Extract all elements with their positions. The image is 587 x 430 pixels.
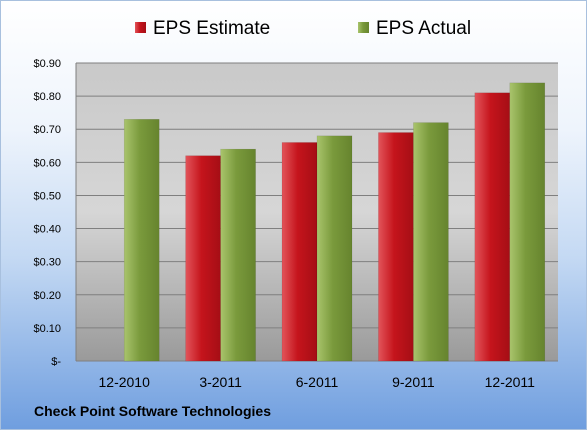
- x-tick-label: 12-2010: [99, 374, 151, 390]
- legend-label: EPS Estimate: [153, 18, 270, 39]
- y-tick-label: $-: [51, 356, 61, 368]
- bar-eps-estimate: [281, 142, 318, 362]
- x-tick-label: 12-2011: [485, 374, 536, 390]
- bar-eps-actual: [220, 148, 256, 362]
- y-tick-label: $0.10: [33, 323, 61, 335]
- bar-eps-actual: [316, 135, 353, 362]
- y-tick-label: $0.40: [33, 224, 61, 236]
- y-tick-label: $0.70: [33, 124, 61, 136]
- company-name: Check Point Software Technologies: [34, 403, 272, 419]
- y-tick-label: $0.30: [33, 257, 61, 269]
- y-tick-label: $0.20: [33, 290, 61, 302]
- legend-label: EPS Actual: [376, 18, 471, 39]
- legend-swatch-estimate: [135, 22, 146, 33]
- x-tick-label: 9-2011: [392, 374, 435, 390]
- y-tick-label: $0.50: [33, 190, 61, 202]
- bar-eps-estimate: [378, 132, 414, 362]
- bar-eps-actual: [509, 82, 546, 362]
- x-tick-label: 6-2011: [296, 374, 339, 390]
- bar-eps-estimate: [474, 92, 511, 362]
- x-tick-label: 3-2011: [199, 374, 242, 390]
- bar-eps-actual: [413, 122, 449, 362]
- bar-eps-estimate: [185, 155, 221, 362]
- legend-swatch-actual: [358, 22, 369, 33]
- legend: EPS Estimate EPS Actual: [135, 18, 471, 39]
- y-tick-label: $0.60: [33, 157, 61, 169]
- plot-area: $- $0.10 $0.20 $0.30 $0.40 $0.50 $0.60 $0.70 $0.…: [33, 58, 558, 390]
- y-tick-label: $0.90: [33, 58, 61, 70]
- y-tick-label: $0.80: [33, 91, 61, 103]
- bar-eps-actual: [123, 119, 160, 362]
